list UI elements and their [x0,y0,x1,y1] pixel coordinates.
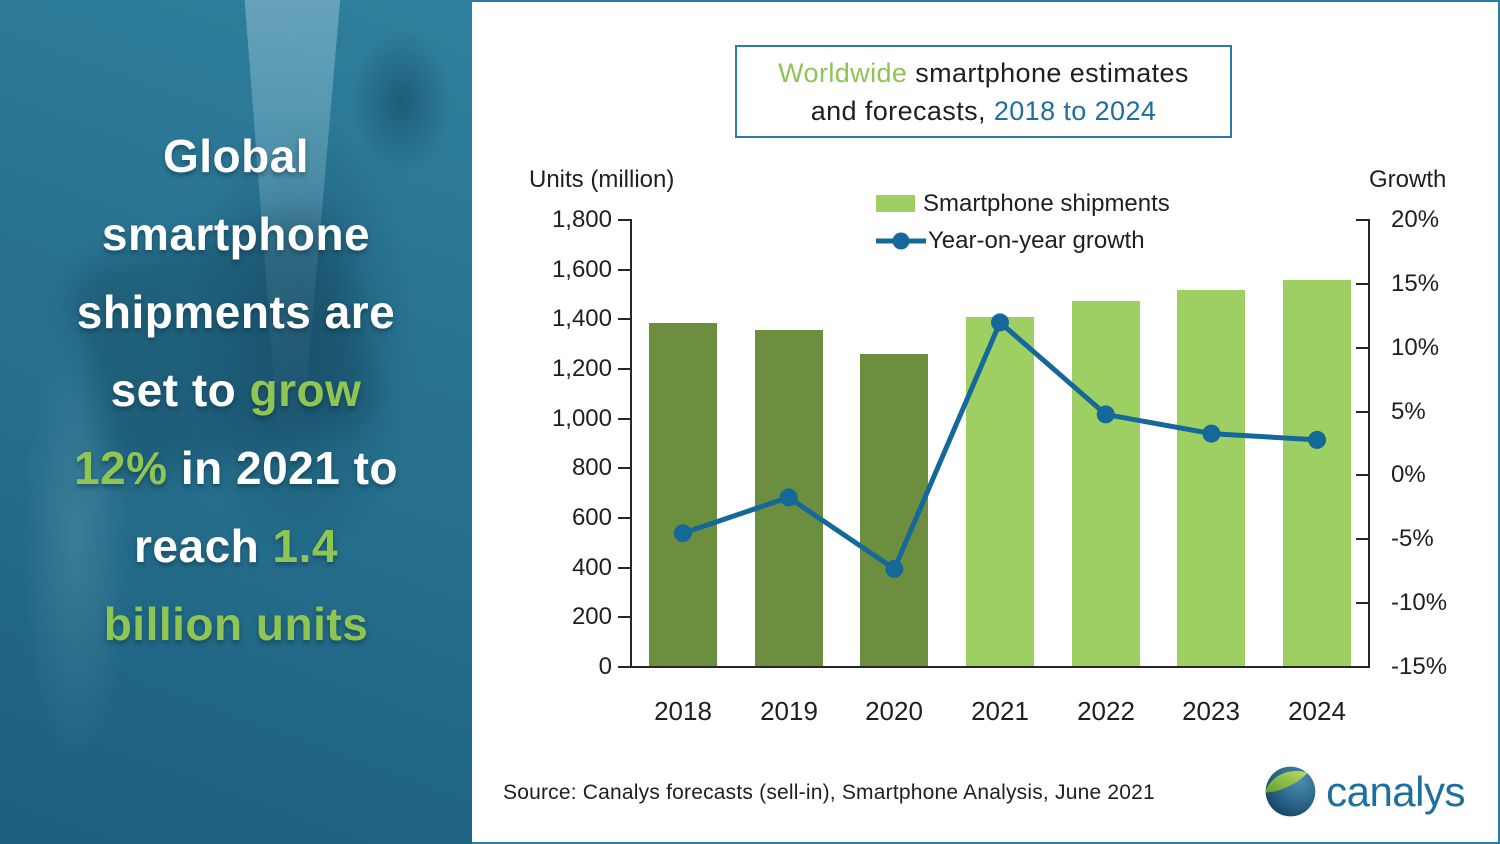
x-axis-line [630,666,1370,668]
headline-line: 12% in 2021 to [73,442,399,494]
right-axis-tick [1356,666,1368,668]
growth-line [680,319,1320,572]
legend: Smartphone shipments Year-on-year growth [876,185,1170,259]
bar-series-swatch [876,195,915,212]
line-series-layer [673,313,1327,578]
right-axis-tick [1356,411,1368,413]
headline: Global smartphone shipments are set to g… [0,117,472,663]
growth-point-2022 [1096,405,1115,424]
left-axis-tick-label: 400 [571,554,612,581]
legend-item-growth: Year-on-year growth [876,222,1170,259]
right-axis-tick-label: 20% [1391,206,1440,233]
left-axis-tick-label: 1,600 [551,256,612,283]
right-axis-tick-label: 10% [1391,334,1440,361]
headline-line: reach 1.4 [134,520,338,572]
bar-series-label: Smartphone shipments [923,189,1170,217]
chart-panel: Worldwide smartphone estimates and forec… [472,0,1500,844]
x-label-2023: 2023 [1182,696,1240,726]
x-label-2020: 2020 [865,696,923,726]
left-axis-tick-label: 1,800 [551,206,612,233]
x-label-2024: 2024 [1288,696,1346,726]
left-axis-tick-label: 1,400 [551,305,612,332]
right-axis-title: Growth [1369,166,1447,193]
chart-title-line1: Worldwide smartphone estimates [778,57,1189,88]
left-axis-line [630,219,632,668]
right-axis-tick [1356,347,1368,349]
headline-line: billion units [103,598,369,650]
growth-point-2021 [991,313,1009,332]
left-axis-tick-label: 600 [571,504,612,531]
source-note: Source: Canalys forecasts (sell-in), Sma… [503,781,1155,804]
left-axis-tick [618,269,630,271]
sidebar: Global smartphone shipments are set to g… [0,0,472,844]
right-axis-tick-label: 0% [1391,461,1426,488]
right-axis-tick [1356,602,1368,604]
canalys-logo-globe-icon [1265,766,1316,817]
right-axis-tick [1356,538,1368,540]
right-axis-tick-label: -10% [1391,589,1448,616]
x-label-2019: 2019 [760,696,818,726]
right-axis-tick [1356,219,1368,221]
bar-2020 [860,354,928,666]
left-axis-tick-label: 1,200 [551,355,612,382]
canalys-logo-text: canalys [1326,768,1465,815]
growth-point-2023 [1202,424,1221,443]
right-axis-tick-label: 15% [1391,270,1440,297]
left-axis-tick [618,666,630,668]
growth-point-2018 [673,524,692,543]
growth-point-2024 [1308,430,1327,449]
right-axis-tick-label: 5% [1391,398,1426,425]
left-axis-tick-label: 800 [571,454,612,481]
growth-point-2020 [885,559,904,578]
headline-line: shipments are [76,286,396,338]
plot-area: 0 200 400 600 800 1,000 1,200 1,400 1,600 1,800 -1… [552,206,1447,726]
x-label-2022: 2022 [1077,696,1135,726]
right-axis-line [1368,219,1370,668]
left-axis-tick [618,368,630,370]
left-axis-tick-label: 200 [571,603,612,630]
line-series-label: Year-on-year growth [928,226,1145,254]
bar-2022 [1072,301,1140,666]
bar-2023 [1177,290,1245,666]
left-axis-tick [618,318,630,320]
growth-point-2019 [779,488,798,507]
left-axis-tick [618,418,630,420]
bar-2018 [649,323,717,666]
left-axis-tick [618,517,630,519]
line-series-marker-icon [876,232,926,249]
chart-title-box: Worldwide smartphone estimates and forec… [735,45,1232,138]
right-axis-tick-label: -15% [1391,653,1448,680]
headline-line: set to grow [110,364,362,416]
right-axis-tick [1356,474,1368,476]
right-axis-tick-label: -5% [1391,525,1434,552]
right-axis-tick [1356,283,1368,285]
left-axis-tick [618,616,630,618]
chart-title-line2: and forecasts, 2018 to 2024 [810,95,1157,126]
x-label-2021: 2021 [971,696,1029,726]
left-axis-tick [618,219,630,221]
background-photo [0,0,472,844]
legend-item-shipments: Smartphone shipments [876,185,1170,222]
left-axis-tick [618,467,630,469]
bar-2024 [1283,280,1351,666]
canalys-logo: canalys [1264,765,1465,818]
headline-line: smartphone [101,208,371,260]
left-axis-tick-label: 0 [598,653,612,680]
left-axis-tick [618,567,630,569]
headline-line: Global [162,130,310,182]
x-label-2018: 2018 [654,696,712,726]
left-axis-title: Units (million) [529,166,675,193]
left-axis-tick-label: 1,000 [551,405,612,432]
